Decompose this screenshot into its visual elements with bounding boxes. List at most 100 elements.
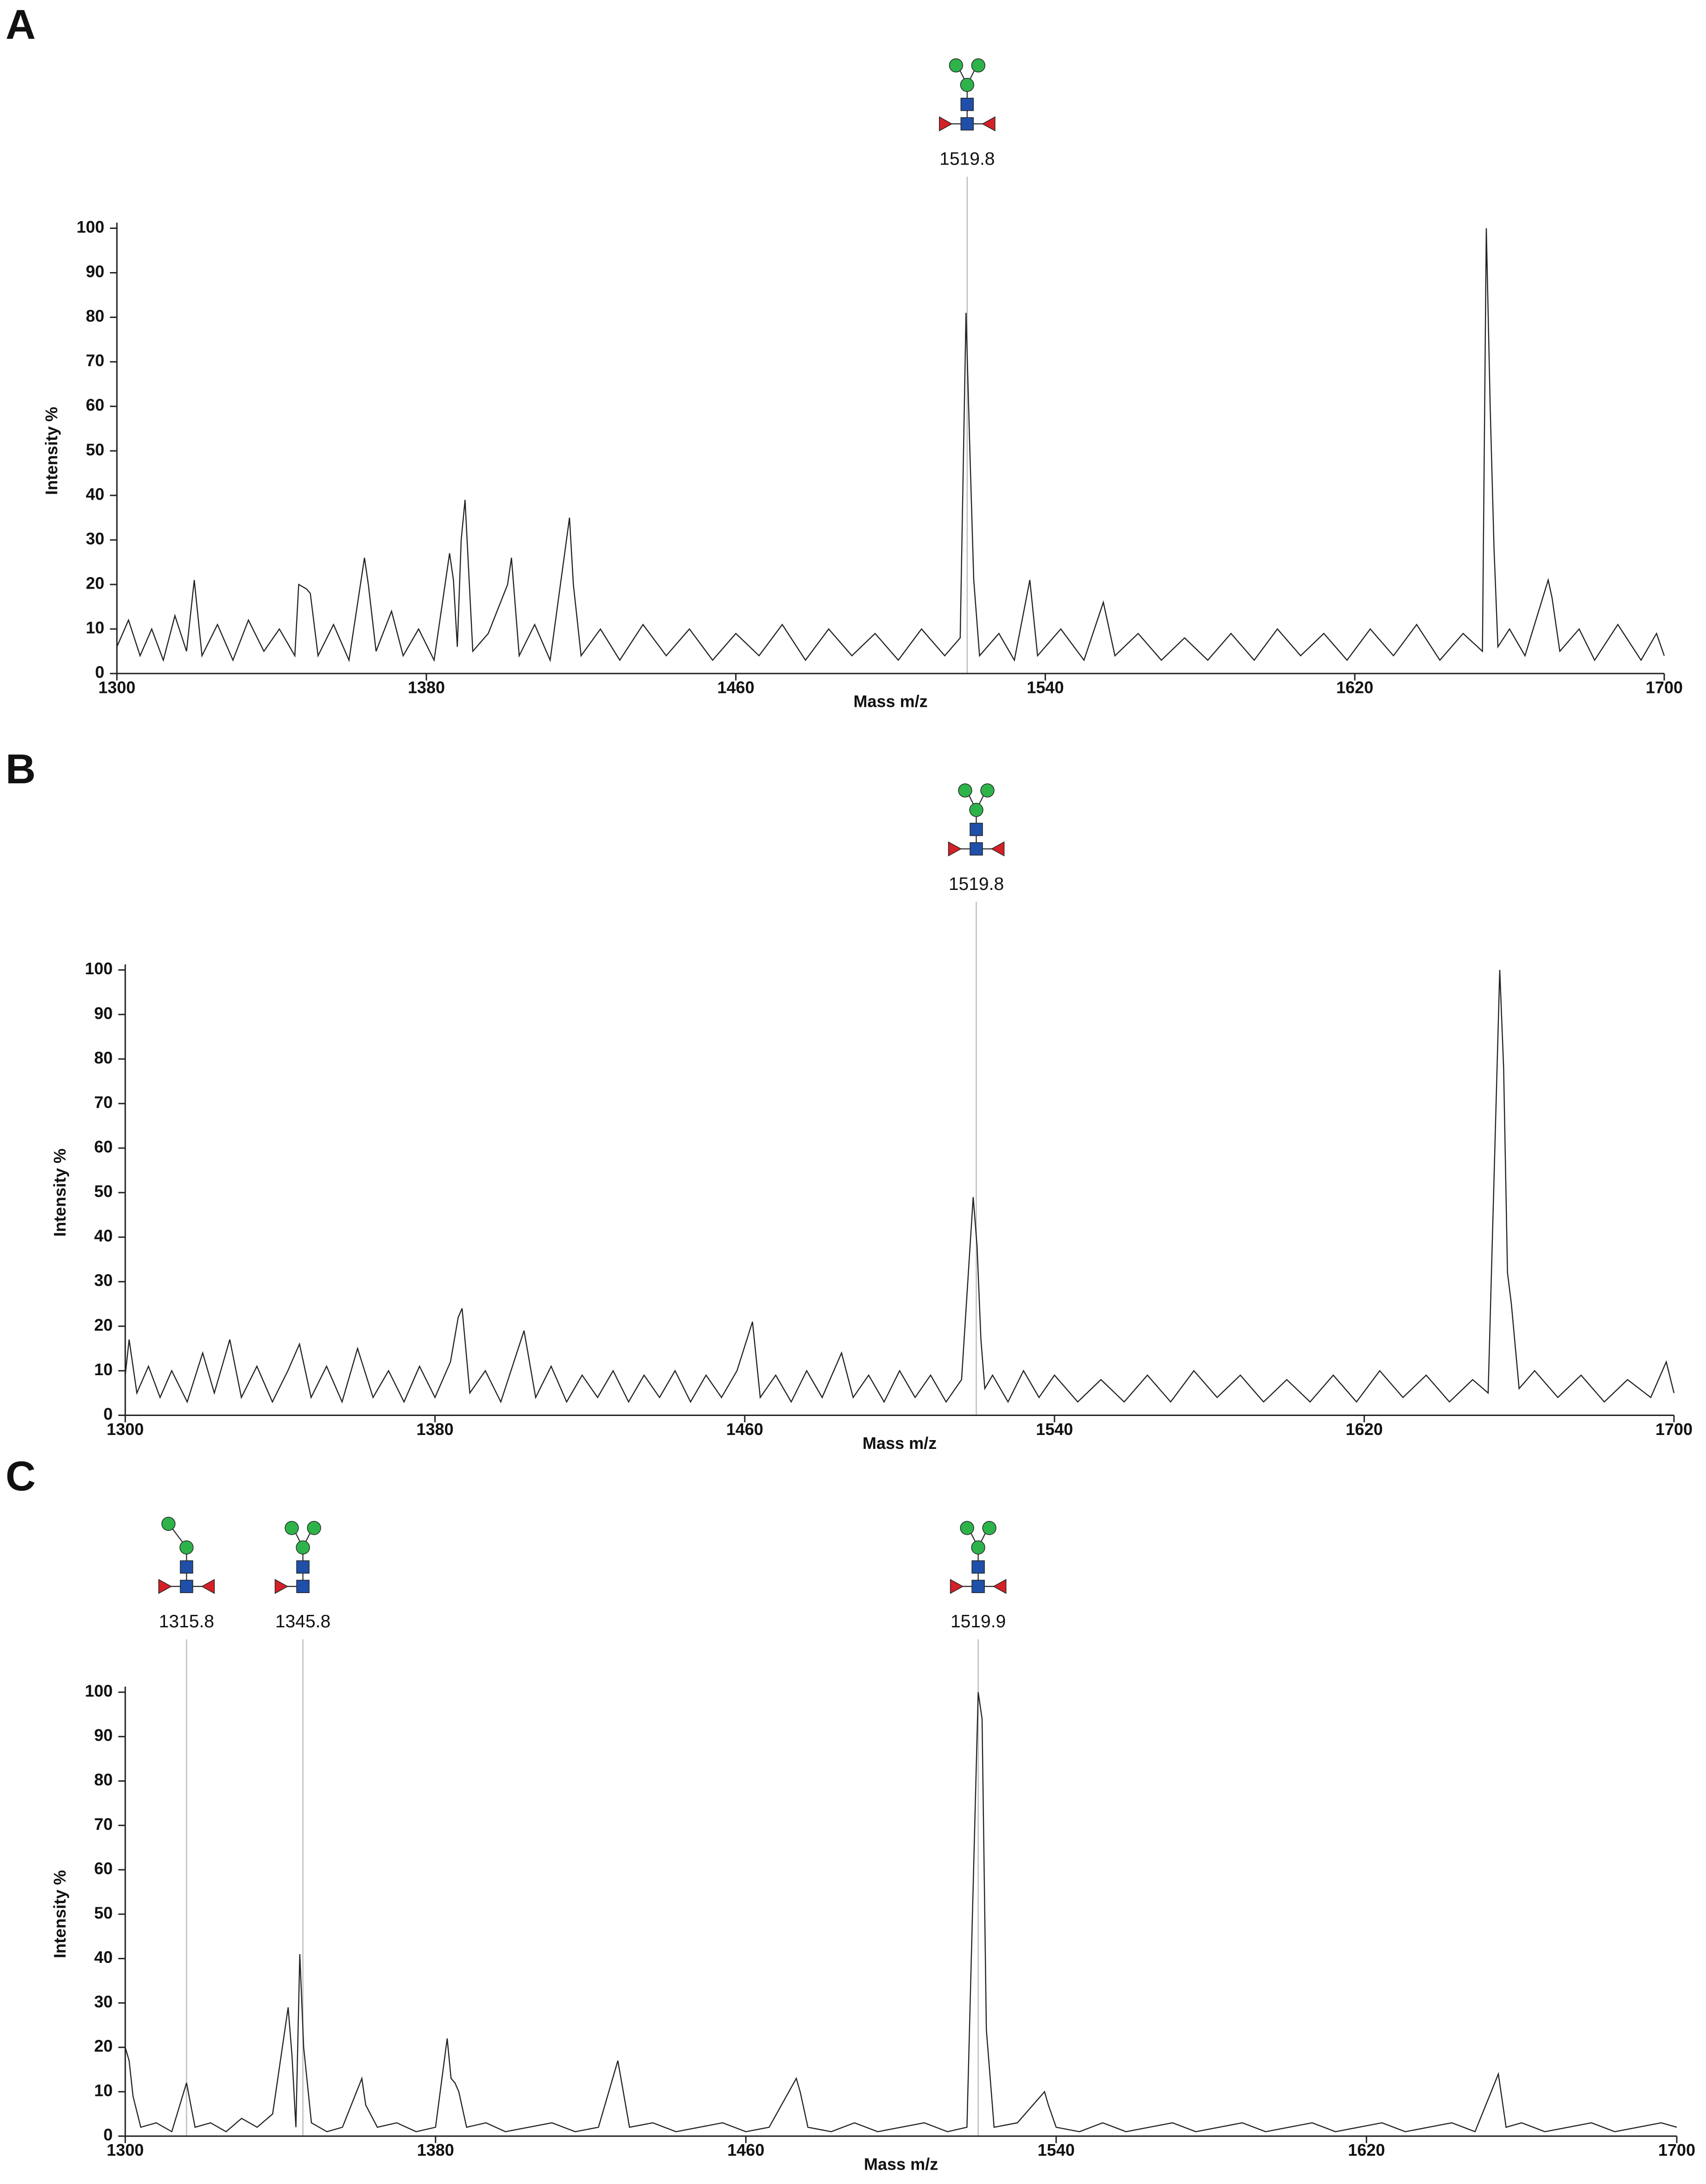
x-tick-label: 1300 — [98, 678, 135, 697]
glcnac — [180, 1580, 193, 1594]
fucose — [982, 116, 996, 132]
y-tick-label: 100 — [76, 217, 104, 236]
mannose — [980, 783, 995, 798]
spectrum-line — [125, 970, 1675, 1404]
y-tick-label: 60 — [86, 395, 104, 414]
x-tick-label: 1620 — [1336, 678, 1373, 697]
spectrum-panel: B 1519.8 0 10 20 30 40 50 60 70 80 90 100 1300 1380 146… — [6, 746, 1693, 1453]
glcnac — [970, 842, 983, 856]
x-tick-label: 1540 — [1027, 678, 1064, 697]
annotation-label: 1345.8 — [275, 1612, 330, 1632]
x-tick-label: 1300 — [107, 2140, 144, 2159]
x-tick-label: 1300 — [107, 1420, 144, 1439]
annotation-label: 1519.9 — [951, 1612, 1006, 1632]
x-tick-label: 1540 — [1038, 2140, 1075, 2159]
y-tick-label: 20 — [86, 574, 104, 593]
x-tick-label: 1380 — [417, 1420, 454, 1439]
y-tick-label: 90 — [94, 1726, 113, 1745]
x-tick-label: 1540 — [1036, 1420, 1073, 1439]
mannose — [179, 1540, 194, 1555]
y-axis-label: Intensity % — [51, 1870, 70, 1958]
y-tick-label: 40 — [86, 484, 104, 503]
panel-letter: B — [6, 746, 36, 793]
y-tick-label: 30 — [94, 1271, 113, 1290]
mannose — [285, 1521, 299, 1535]
mannose — [296, 1540, 310, 1555]
x-tick-label: 1620 — [1346, 1420, 1383, 1439]
fucose — [201, 1579, 215, 1594]
x-tick-label: 1700 — [1655, 1420, 1693, 1439]
y-tick-label: 20 — [94, 1315, 113, 1334]
glcnac — [960, 97, 974, 111]
x-tick-label: 1460 — [717, 678, 755, 697]
fucose — [950, 1579, 964, 1594]
x-axis-label: Mass m/z — [863, 1434, 937, 1453]
fucose — [158, 1579, 172, 1594]
fucose — [990, 841, 1005, 857]
glcnac — [296, 1560, 310, 1574]
y-tick-label: 70 — [94, 1092, 113, 1111]
y-tick-label: 80 — [94, 1048, 113, 1067]
y-tick-label: 50 — [94, 1182, 113, 1201]
mannose — [960, 77, 974, 92]
mannose — [307, 1521, 321, 1535]
glcnac — [971, 1560, 985, 1574]
y-tick-label: 80 — [94, 1770, 113, 1789]
y-tick-label: 90 — [94, 1003, 113, 1022]
y-tick-label: 30 — [86, 529, 104, 548]
mannose — [969, 803, 983, 817]
mannose — [971, 58, 986, 73]
x-tick-label: 1460 — [727, 2140, 764, 2159]
y-tick-label: 80 — [86, 306, 104, 325]
y-tick-label: 0 — [95, 663, 104, 682]
panel-letter: C — [6, 1453, 36, 1499]
spectrum-panel: A 1519.8 0 10 20 30 40 50 60 70 80 90 100 1300 1380 146… — [6, 1, 1683, 711]
mannose — [960, 1521, 974, 1535]
y-axis-label: Intensity % — [42, 407, 61, 495]
y-tick-label: 50 — [86, 440, 104, 459]
x-tick-label: 1380 — [408, 678, 445, 697]
glcnac — [960, 117, 974, 131]
y-tick-label: 10 — [86, 618, 104, 637]
mannose — [949, 58, 963, 73]
glcnac — [180, 1560, 193, 1574]
y-axis-label: Intensity % — [51, 1149, 70, 1237]
y-tick-label: 10 — [94, 2081, 113, 2100]
x-axis-label: Mass m/z — [853, 692, 927, 711]
mannose — [982, 1521, 996, 1535]
x-tick-label: 1620 — [1348, 2140, 1385, 2159]
y-tick-label: 30 — [94, 1992, 113, 2011]
fucose — [274, 1579, 289, 1594]
annotation-label: 1519.8 — [939, 149, 995, 169]
fucose — [993, 1579, 1007, 1594]
x-tick-label: 1380 — [417, 2140, 454, 2159]
y-tick-label: 40 — [94, 1948, 113, 1967]
spectrum-line — [116, 228, 1665, 662]
y-tick-label: 0 — [103, 2125, 113, 2144]
y-tick-label: 70 — [86, 351, 104, 370]
annotation-label: 1315.8 — [159, 1612, 214, 1632]
fucose — [939, 116, 953, 132]
y-tick-label: 100 — [85, 959, 113, 978]
annotation-label: 1519.8 — [949, 874, 1004, 894]
y-tick-label: 60 — [94, 1137, 113, 1156]
x-tick-label: 1460 — [726, 1420, 763, 1439]
y-tick-label: 20 — [94, 2037, 113, 2056]
spectrum-panel: C 1315.8 1345.8 1519.9 0 10 20 30 40 50 60 70 80 90 10… — [6, 1453, 1695, 2173]
spectrum-line — [125, 1692, 1677, 2133]
y-tick-label: 40 — [94, 1226, 113, 1245]
glcnac — [970, 823, 983, 836]
y-tick-label: 0 — [103, 1404, 113, 1423]
y-tick-label: 90 — [86, 262, 104, 281]
y-tick-label: 10 — [94, 1360, 113, 1379]
y-tick-label: 50 — [94, 1903, 113, 1922]
mannose — [161, 1517, 176, 1531]
y-tick-label: 100 — [85, 1681, 113, 1700]
mannose — [958, 783, 972, 798]
x-axis-label: Mass m/z — [864, 2154, 938, 2173]
y-tick-label: 70 — [94, 1815, 113, 1834]
fucose — [948, 841, 962, 857]
glcnac — [296, 1580, 310, 1594]
x-tick-label: 1700 — [1658, 2140, 1695, 2159]
